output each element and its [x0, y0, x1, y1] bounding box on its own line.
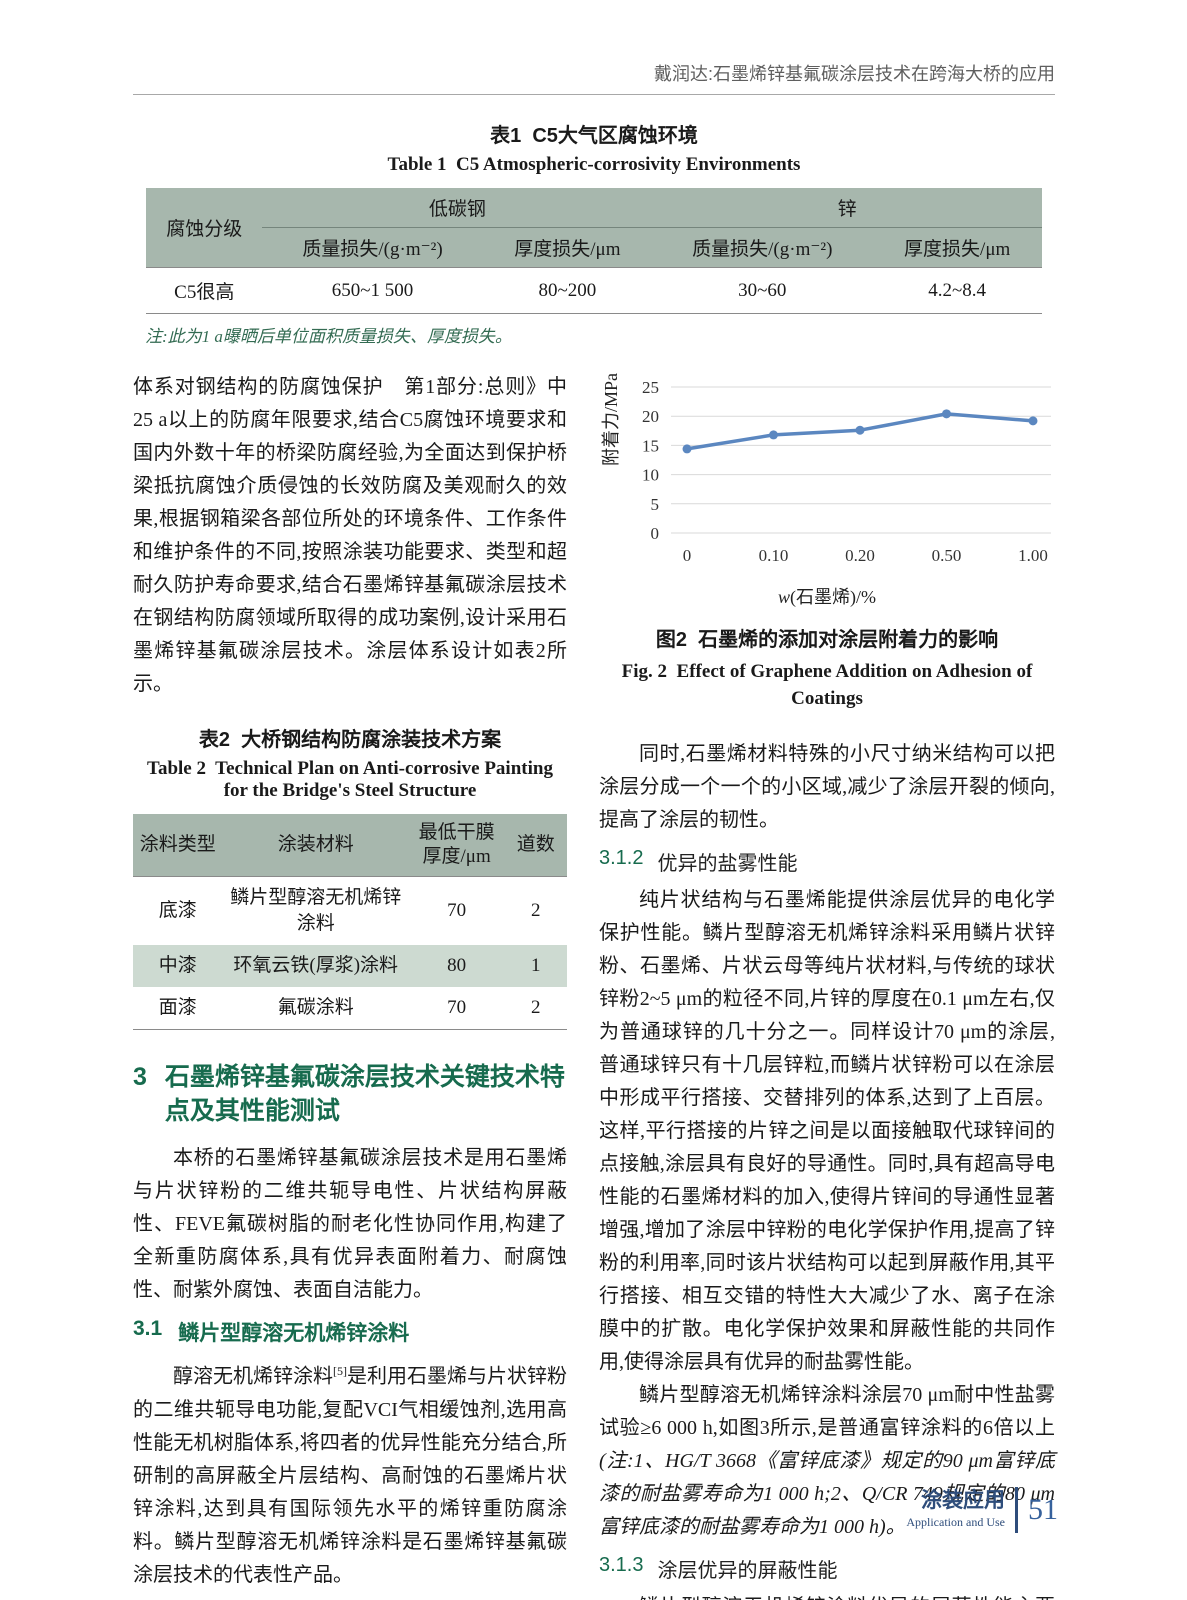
table1-cell: 80~200: [482, 267, 653, 314]
footer-labels: 涂装应用 Application and Use: [906, 1490, 1015, 1530]
table1-cell: 650~1 500: [262, 267, 483, 314]
table2-block: 表2 大桥钢结构防腐涂装技术方案 Table 2 Technical Plan …: [133, 723, 567, 1030]
table2-header: 涂料类型: [133, 814, 223, 877]
paragraph: 本桥的石墨烯锌基氟碳涂层技术是用石墨烯与片状锌粉的二维共轭导电性、片状结构屏蔽性…: [133, 1147, 567, 1301]
section-title: 石墨烯锌基氟碳涂层技术关键技术特点及其性能测试: [164, 1063, 565, 1125]
table2-cell: 底漆: [133, 876, 223, 945]
left-column: 体系对钢结构的防腐蚀保护 第1部分:总则》中25 a以上的防腐年限要求,结合C5…: [133, 371, 567, 1600]
table2-cell: 70: [408, 876, 505, 945]
table1: 腐蚀分级 低碳钢 锌 质量损失/(g·m⁻²) 厚度损失/μm 质量损失/(g·…: [146, 188, 1042, 314]
x-axis-label-rest: (石墨烯)/%: [790, 587, 876, 607]
svg-text:10: 10: [642, 466, 659, 485]
table1-cell: 30~60: [652, 267, 873, 314]
table2-header: 最低干膜 厚度/μm: [408, 814, 505, 877]
svg-text:0.10: 0.10: [759, 546, 789, 565]
table1-title-cn: 表1 C5大气区腐蚀环境: [490, 125, 698, 147]
figure2-caption-cn: 图2 石墨烯的添加对涂层附着力的影响: [655, 629, 999, 651]
table1-corner-header: 腐蚀分级: [146, 188, 263, 268]
table2-row: 面漆 氟碳涂料 70 2: [133, 987, 567, 1030]
right-column: 附着力/MPa 0 5 10 15 20 25 0 0.10 0.20 0.50 1.00 w(石墨…: [599, 371, 1055, 1600]
svg-text:1.00: 1.00: [1018, 546, 1048, 565]
table2-cell: 80: [408, 945, 505, 987]
table1-block: 表1 C5大气区腐蚀环境 Table 1 C5 Atmospheric-corr…: [133, 119, 1055, 347]
section-3-heading: 3 石墨烯锌基氟碳涂层技术关键技术特点及其性能测试: [133, 1060, 567, 1128]
table1-subheader: 厚度损失/μm: [872, 227, 1042, 268]
section-title: 优异的盐雾性能: [657, 853, 798, 875]
table2-cell: 中漆: [133, 945, 223, 987]
svg-text:0: 0: [651, 524, 660, 543]
figure2-caption-en: Fig. 2 Effect of Graphene Addition on Ad…: [621, 661, 1038, 709]
table2-cell: 环氧云铁(厚浆)涂料: [222, 945, 409, 987]
figure2-chart-svg: 0 5 10 15 20 25 0 0.10 0.20 0.50 1.00: [642, 378, 1051, 565]
section-3-1-heading: 3.1 鳞片型醇溶无机烯锌涂料: [133, 1317, 567, 1347]
table2-cell: 鳞片型醇溶无机烯锌涂料: [222, 876, 409, 945]
section-3-1-3-heading: 3.1.3 涂层优异的屏蔽性能: [599, 1554, 1055, 1583]
table1-cell: 4.2~8.4: [872, 267, 1042, 314]
table1-subheader: 质量损失/(g·m⁻²): [652, 227, 873, 268]
paragraph-text: 鳞片型醇溶无机烯锌涂料涂层70 μm耐中性盐雾试验≥6 000 h,如图3所示,…: [599, 1384, 1055, 1439]
figure2: 附着力/MPa 0 5 10 15 20 25 0 0.10 0.20 0.50 1.00 w(石墨…: [599, 371, 1055, 712]
paragraph: 鳞片型醇溶无机烯锌涂料涂层70 μm耐中性盐雾试验≥6 000 h,如图3所示,…: [599, 1379, 1055, 1544]
table2-cell: 面漆: [133, 987, 223, 1030]
section-title: 涂层优异的屏蔽性能: [657, 1560, 838, 1582]
table1-subheader: 厚度损失/μm: [482, 227, 653, 268]
table2-cell: 1: [504, 945, 567, 987]
table2-cell: 70: [408, 987, 505, 1030]
citation-ref: [5]: [333, 1364, 347, 1378]
svg-text:20: 20: [642, 407, 659, 426]
footer-label-en: Application and Use: [906, 1515, 1005, 1529]
page-footer: 涂装应用 Application and Use 51: [906, 1487, 1058, 1533]
table2-row: 底漆 鳞片型醇溶无机烯锌涂料 70 2: [133, 876, 567, 945]
table1-group-steel: 低碳钢: [262, 188, 653, 228]
paragraph-text: 是利用石墨烯与片状锌粉的二维共轭导电功能,复配VCI气相缓蚀剂,选用高性能无机树…: [133, 1365, 567, 1586]
x-axis-label-symbol: w: [778, 587, 791, 607]
paragraph: 体系对钢结构的防腐蚀保护 第1部分:总则》中25 a以上的防腐年限要求,结合C5…: [133, 376, 567, 695]
table2-cell: 氟碳涂料: [222, 987, 409, 1030]
figure2-y-axis-label: 附着力/MPa: [601, 372, 621, 466]
paragraph-text: 醇溶无机烯锌涂料: [173, 1365, 333, 1388]
table1-group-zinc: 锌: [652, 188, 1042, 228]
section-title: 鳞片型醇溶无机烯锌涂料: [178, 1322, 410, 1345]
footer-divider: [1015, 1487, 1018, 1533]
table2-cell: 2: [504, 876, 567, 945]
svg-text:5: 5: [651, 495, 660, 514]
figure2-chart: 附着力/MPa 0 5 10 15 20 25 0 0.10 0.20 0.50 1.00: [599, 371, 1055, 581]
paragraph-note-text: (注:1、HG/T 3668《富锌底漆》规定的90 μm富锌底漆的耐盐雾寿命为1…: [599, 1450, 1055, 1538]
section-number: 3.1.2: [599, 847, 644, 869]
table2-title-en: Table 2 Technical Plan on Anti-corrosive…: [147, 758, 558, 801]
table1-title-en: Table 1 C5 Atmospheric-corrosivity Envir…: [387, 154, 801, 175]
table1-cell: C5很高: [146, 267, 263, 314]
paragraph: 同时,石墨烯材料特殊的小尺寸纳米结构可以把涂层分成一个一个的小区域,减少了涂层开…: [599, 743, 1055, 831]
svg-text:25: 25: [642, 378, 659, 397]
figure2-x-axis-label: w(石墨烯)/%: [599, 583, 1055, 609]
table2-header: 涂装材料: [222, 814, 409, 877]
header-rule: [133, 94, 1055, 95]
svg-text:0.50: 0.50: [932, 546, 962, 565]
table2: 涂料类型 涂装材料 最低干膜 厚度/μm 道数 底漆 鳞片型醇溶无机烯锌涂料 7…: [133, 814, 567, 1030]
section-number: 3.1.3: [599, 1554, 644, 1576]
table2-header: 道数: [504, 814, 567, 877]
section-number: 3: [133, 1063, 147, 1091]
footer-label-cn: 涂装应用: [921, 1489, 1005, 1512]
paragraph: 鳞片型醇溶无机烯锌涂料优异的屏蔽性能主要体现在以下两方面。: [599, 1591, 1055, 1600]
table1-subheader: 质量损失/(g·m⁻²): [262, 227, 483, 268]
section-number: 3.1: [133, 1317, 163, 1340]
running-head: 戴润达:石墨烯锌基氟碳涂层技术在跨海大桥的应用: [654, 64, 1055, 84]
paragraph: 纯片状结构与石墨烯能提供涂层优异的电化学保护性能。鳞片型醇溶无机烯锌涂料采用鳞片…: [599, 889, 1055, 1373]
page-number: 51: [1028, 1493, 1058, 1526]
section-3-1-2-heading: 3.1.2 优异的盐雾性能: [599, 847, 1055, 876]
svg-text:0.20: 0.20: [845, 546, 875, 565]
svg-text:15: 15: [642, 436, 659, 455]
table1-note: 注:此为1 a曝晒后单位面积质量损失、厚度损失。: [145, 327, 512, 346]
paragraph: 醇溶无机烯锌涂料[5]是利用石墨烯与片状锌粉的二维共轭导电功能,复配VCI气相缓…: [133, 1355, 567, 1592]
table1-row: C5很高 650~1 500 80~200 30~60 4.2~8.4: [146, 267, 1042, 314]
table2-row: 中漆 环氧云铁(厚浆)涂料 80 1: [133, 945, 567, 987]
table2-title-cn: 表2 大桥钢结构防腐涂装技术方案: [198, 729, 502, 751]
table2-cell: 2: [504, 987, 567, 1030]
svg-text:0: 0: [683, 546, 692, 565]
